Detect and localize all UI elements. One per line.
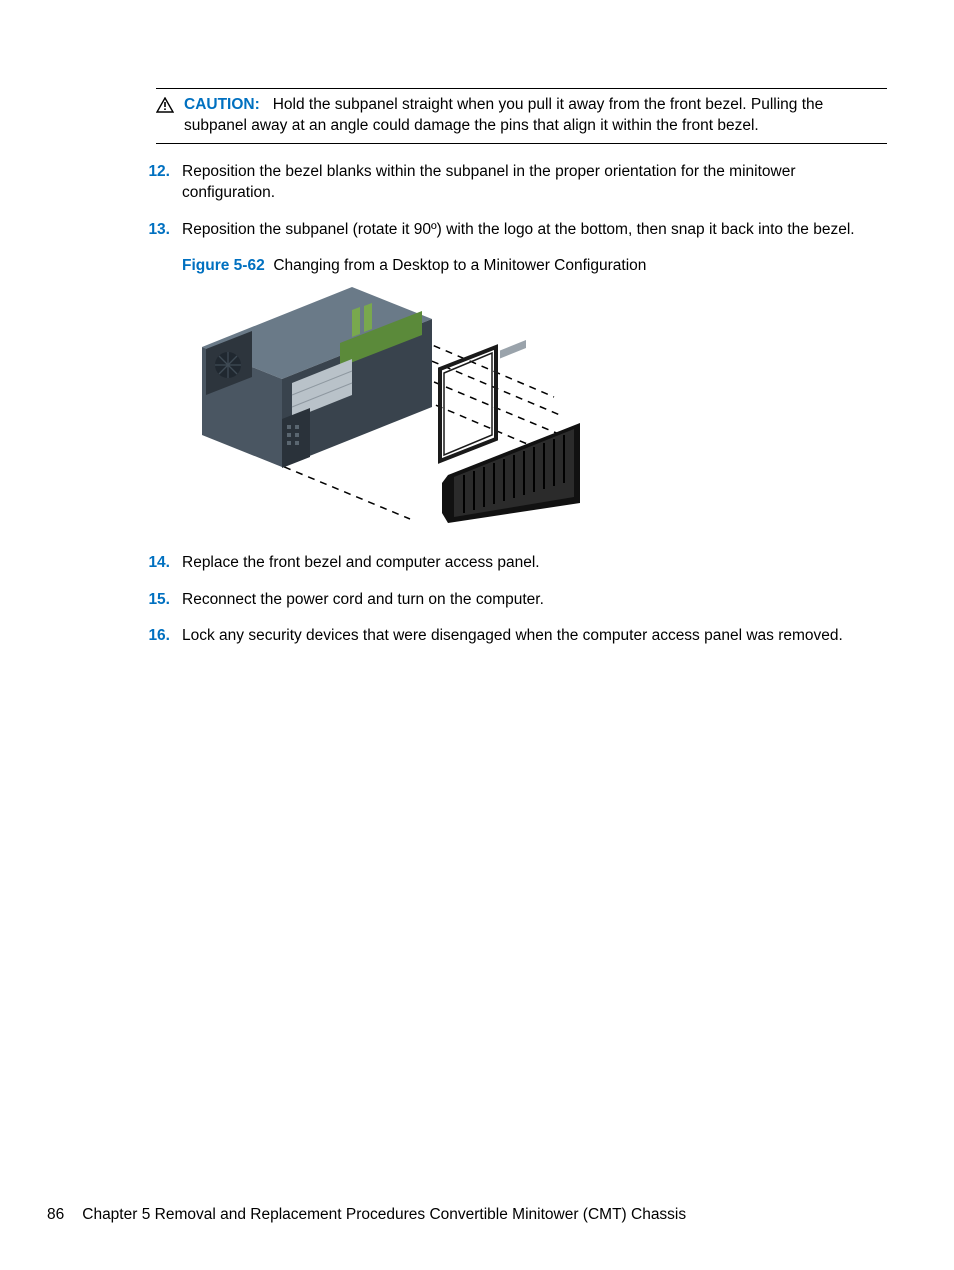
step-15: 15. Reconnect the power cord and turn on…	[134, 590, 887, 611]
step-13: 13. Reposition the subpanel (rotate it 9…	[134, 220, 887, 241]
step-text: Replace the front bezel and computer acc…	[182, 553, 887, 574]
step-number: 14.	[134, 553, 182, 574]
footer-chapter: Chapter 5 Removal and Replacement Proced…	[82, 1206, 686, 1224]
step-text: Lock any security devices that were dise…	[182, 626, 887, 647]
step-text: Reposition the bezel blanks within the s…	[182, 162, 887, 204]
figure-label: Figure 5-62	[182, 257, 265, 274]
figure-title: Changing from a Desktop to a Minitower C…	[273, 257, 646, 274]
step-number: 13.	[134, 220, 182, 241]
caution-text: CAUTION: Hold the subpanel straight when…	[184, 95, 887, 137]
caution-body: Hold the subpanel straight when you pull…	[184, 96, 823, 134]
step-text: Reposition the subpanel (rotate it 90º) …	[182, 220, 887, 241]
step-number: 12.	[134, 162, 182, 204]
caution-callout: CAUTION: Hold the subpanel straight when…	[156, 88, 887, 144]
caution-label: CAUTION:	[184, 96, 260, 113]
caution-icon	[156, 97, 180, 113]
step-16: 16. Lock any security devices that were …	[134, 626, 887, 647]
page-footer: 86 Chapter 5 Removal and Replacement Pro…	[47, 1206, 686, 1224]
step-text: Reconnect the power cord and turn on the…	[182, 590, 887, 611]
step-number: 15.	[134, 590, 182, 611]
page-content: CAUTION: Hold the subpanel straight when…	[0, 0, 954, 647]
figure-caption: Figure 5-62 Changing from a Desktop to a…	[182, 257, 887, 275]
page-number: 86	[47, 1206, 64, 1224]
step-12: 12. Reposition the bezel blanks within t…	[134, 162, 887, 204]
figure-illustration	[182, 287, 582, 527]
step-number: 16.	[134, 626, 182, 647]
step-14: 14. Replace the front bezel and computer…	[134, 553, 887, 574]
